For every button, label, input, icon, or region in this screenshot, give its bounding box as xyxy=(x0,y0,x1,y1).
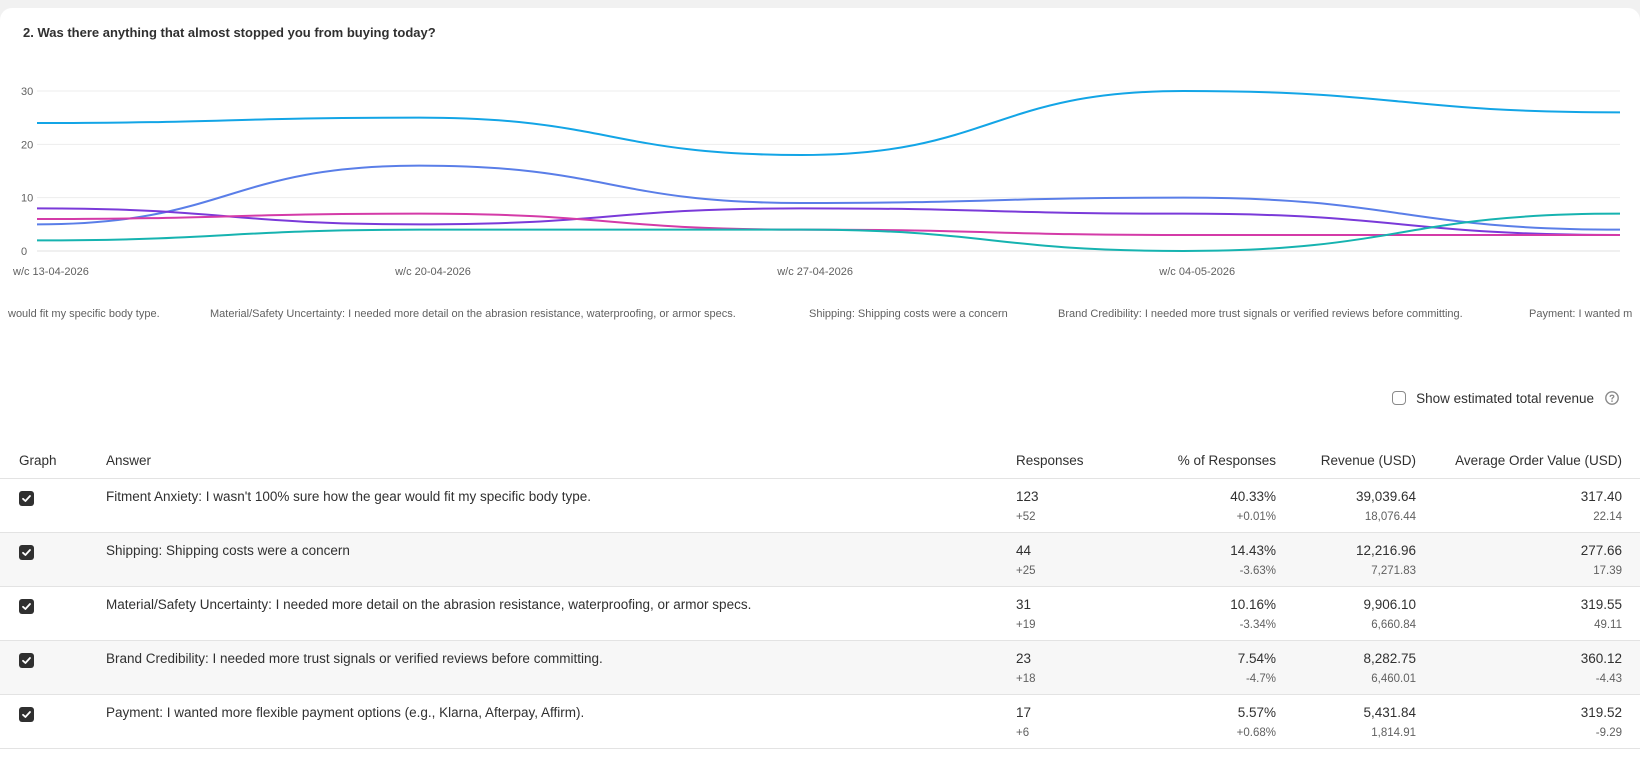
y-tick-label: 20 xyxy=(21,139,33,151)
y-tick-label: 10 xyxy=(21,193,33,205)
responses-delta: +6 xyxy=(1016,727,1030,739)
aov-sub: -4.43 xyxy=(1595,673,1622,685)
x-tick-label: w/c 20-04-2026 xyxy=(394,266,471,278)
revenue-sub: 6,460.01 xyxy=(1371,673,1416,685)
pct-value: 14.43% xyxy=(1230,543,1276,558)
graph-checkbox[interactable] xyxy=(19,545,34,560)
col-header-aov[interactable]: Average Order Value (USD) xyxy=(1416,442,1640,479)
answer-text: Payment: I wanted more flexible payment … xyxy=(106,705,585,720)
revenue-value: 9,906.10 xyxy=(1363,597,1416,612)
revenue-sub: 6,660.84 xyxy=(1371,619,1416,631)
question-circle-icon[interactable] xyxy=(1604,390,1620,406)
aov-value: 319.52 xyxy=(1580,705,1622,720)
pct-delta: -3.63% xyxy=(1239,565,1276,577)
table-row: Brand Credibility: I needed more trust s… xyxy=(0,640,1640,695)
responses-value: 31 xyxy=(1016,597,1032,612)
revenue-value: 12,216.96 xyxy=(1355,543,1416,558)
table-row: Payment: I wanted more flexible payment … xyxy=(0,694,1640,749)
responses-value: 44 xyxy=(1016,543,1032,558)
responses-delta: +19 xyxy=(1016,619,1036,631)
aov-value: 277.66 xyxy=(1580,543,1622,558)
x-tick-label: w/c 27-04-2026 xyxy=(776,266,853,278)
answer-text: Brand Credibility: I needed more trust s… xyxy=(106,651,603,666)
aov-value: 319.55 xyxy=(1580,597,1622,612)
series-line[interactable] xyxy=(36,212,1621,253)
legend-item[interactable]: would fit my specific body type. xyxy=(8,308,160,320)
checkmark-icon xyxy=(22,711,31,718)
aov-value: 317.40 xyxy=(1580,489,1622,504)
question-title: 2. Was there anything that almost stoppe… xyxy=(23,25,436,40)
pct-value: 10.16% xyxy=(1230,597,1276,612)
responses-delta: +52 xyxy=(1016,511,1036,523)
col-header-graph: Graph xyxy=(0,442,106,479)
y-tick-label: 30 xyxy=(21,86,33,98)
responses-delta: +25 xyxy=(1016,565,1036,577)
legend-item[interactable]: Payment: I wanted m xyxy=(1529,308,1633,320)
pct-value: 40.33% xyxy=(1230,489,1276,504)
legend-item[interactable]: Shipping: Shipping costs were a concern xyxy=(809,308,1008,320)
y-tick-label: 0 xyxy=(21,246,27,258)
graph-checkbox[interactable] xyxy=(19,653,34,668)
graph-checkbox[interactable] xyxy=(19,491,34,506)
legend-item[interactable]: Brand Credibility: I needed more trust s… xyxy=(1058,308,1463,320)
col-header-answer[interactable]: Answer xyxy=(106,442,1016,479)
chart-legend: would fit my specific body type. Materia… xyxy=(0,308,1640,328)
col-header-responses[interactable]: Responses xyxy=(1016,442,1136,479)
pct-delta: +0.01% xyxy=(1236,511,1276,523)
graph-checkbox[interactable] xyxy=(19,599,34,614)
checkmark-icon xyxy=(22,603,31,610)
responses-value: 17 xyxy=(1016,705,1032,720)
aov-value: 360.12 xyxy=(1580,651,1622,666)
revenue-sub: 18,076.44 xyxy=(1364,511,1416,523)
aov-sub: 17.39 xyxy=(1593,565,1622,577)
pct-delta: -4.7% xyxy=(1245,673,1276,685)
show-revenue-toggle[interactable]: Show estimated total revenue xyxy=(1392,390,1620,406)
table-row: Fitment Anxiety: I wasn't 100% sure how … xyxy=(0,478,1640,533)
revenue-value: 39,039.64 xyxy=(1355,489,1416,504)
question-card: 2. Was there anything that almost stoppe… xyxy=(0,8,1640,768)
checkmark-icon xyxy=(22,549,31,556)
col-header-revenue[interactable]: Revenue (USD) xyxy=(1276,442,1416,479)
x-tick-label: w/c 13-04-2026 xyxy=(12,266,89,278)
revenue-value: 8,282.75 xyxy=(1363,651,1416,666)
responses-delta: +18 xyxy=(1016,673,1036,685)
aov-sub: -9.29 xyxy=(1595,727,1622,739)
series-line[interactable] xyxy=(36,207,1621,236)
aov-sub: 22.14 xyxy=(1593,511,1622,523)
graph-checkbox[interactable] xyxy=(19,707,34,722)
x-tick-label: w/c 04-05-2026 xyxy=(1158,266,1235,278)
checkmark-icon xyxy=(22,657,31,664)
revenue-sub: 1,814.91 xyxy=(1371,727,1416,739)
answers-table: Graph Answer Responses % of Responses Re… xyxy=(0,442,1640,749)
legend-item[interactable]: Material/Safety Uncertainty: I needed mo… xyxy=(210,308,736,320)
pct-delta: +0.68% xyxy=(1236,727,1276,739)
col-header-pct[interactable]: % of Responses xyxy=(1136,442,1276,479)
answer-text: Material/Safety Uncertainty: I needed mo… xyxy=(106,597,752,612)
checkmark-icon xyxy=(22,495,31,502)
revenue-value: 5,431.84 xyxy=(1363,705,1416,720)
pct-value: 7.54% xyxy=(1237,651,1276,666)
table-row: Shipping: Shipping costs were a concern … xyxy=(0,532,1640,587)
answer-text: Shipping: Shipping costs were a concern xyxy=(106,543,350,558)
series-line[interactable] xyxy=(36,89,1621,157)
responses-value: 123 xyxy=(1016,489,1039,504)
table-row: Material/Safety Uncertainty: I needed mo… xyxy=(0,586,1640,641)
revenue-sub: 7,271.83 xyxy=(1371,565,1416,577)
show-revenue-label: Show estimated total revenue xyxy=(1416,390,1594,406)
pct-value: 5.57% xyxy=(1237,705,1276,720)
answer-text: Fitment Anxiety: I wasn't 100% sure how … xyxy=(106,489,592,504)
responses-line-chart: 0 10 20 30 w/c 13-04-2026 w/c 20-04-2026 w/c 2… xyxy=(12,86,1621,278)
show-revenue-checkbox[interactable] xyxy=(1392,391,1407,405)
series-line[interactable] xyxy=(36,164,1621,231)
pct-delta: -3.34% xyxy=(1239,619,1276,631)
aov-sub: 49.11 xyxy=(1594,619,1622,631)
responses-value: 23 xyxy=(1016,651,1032,666)
